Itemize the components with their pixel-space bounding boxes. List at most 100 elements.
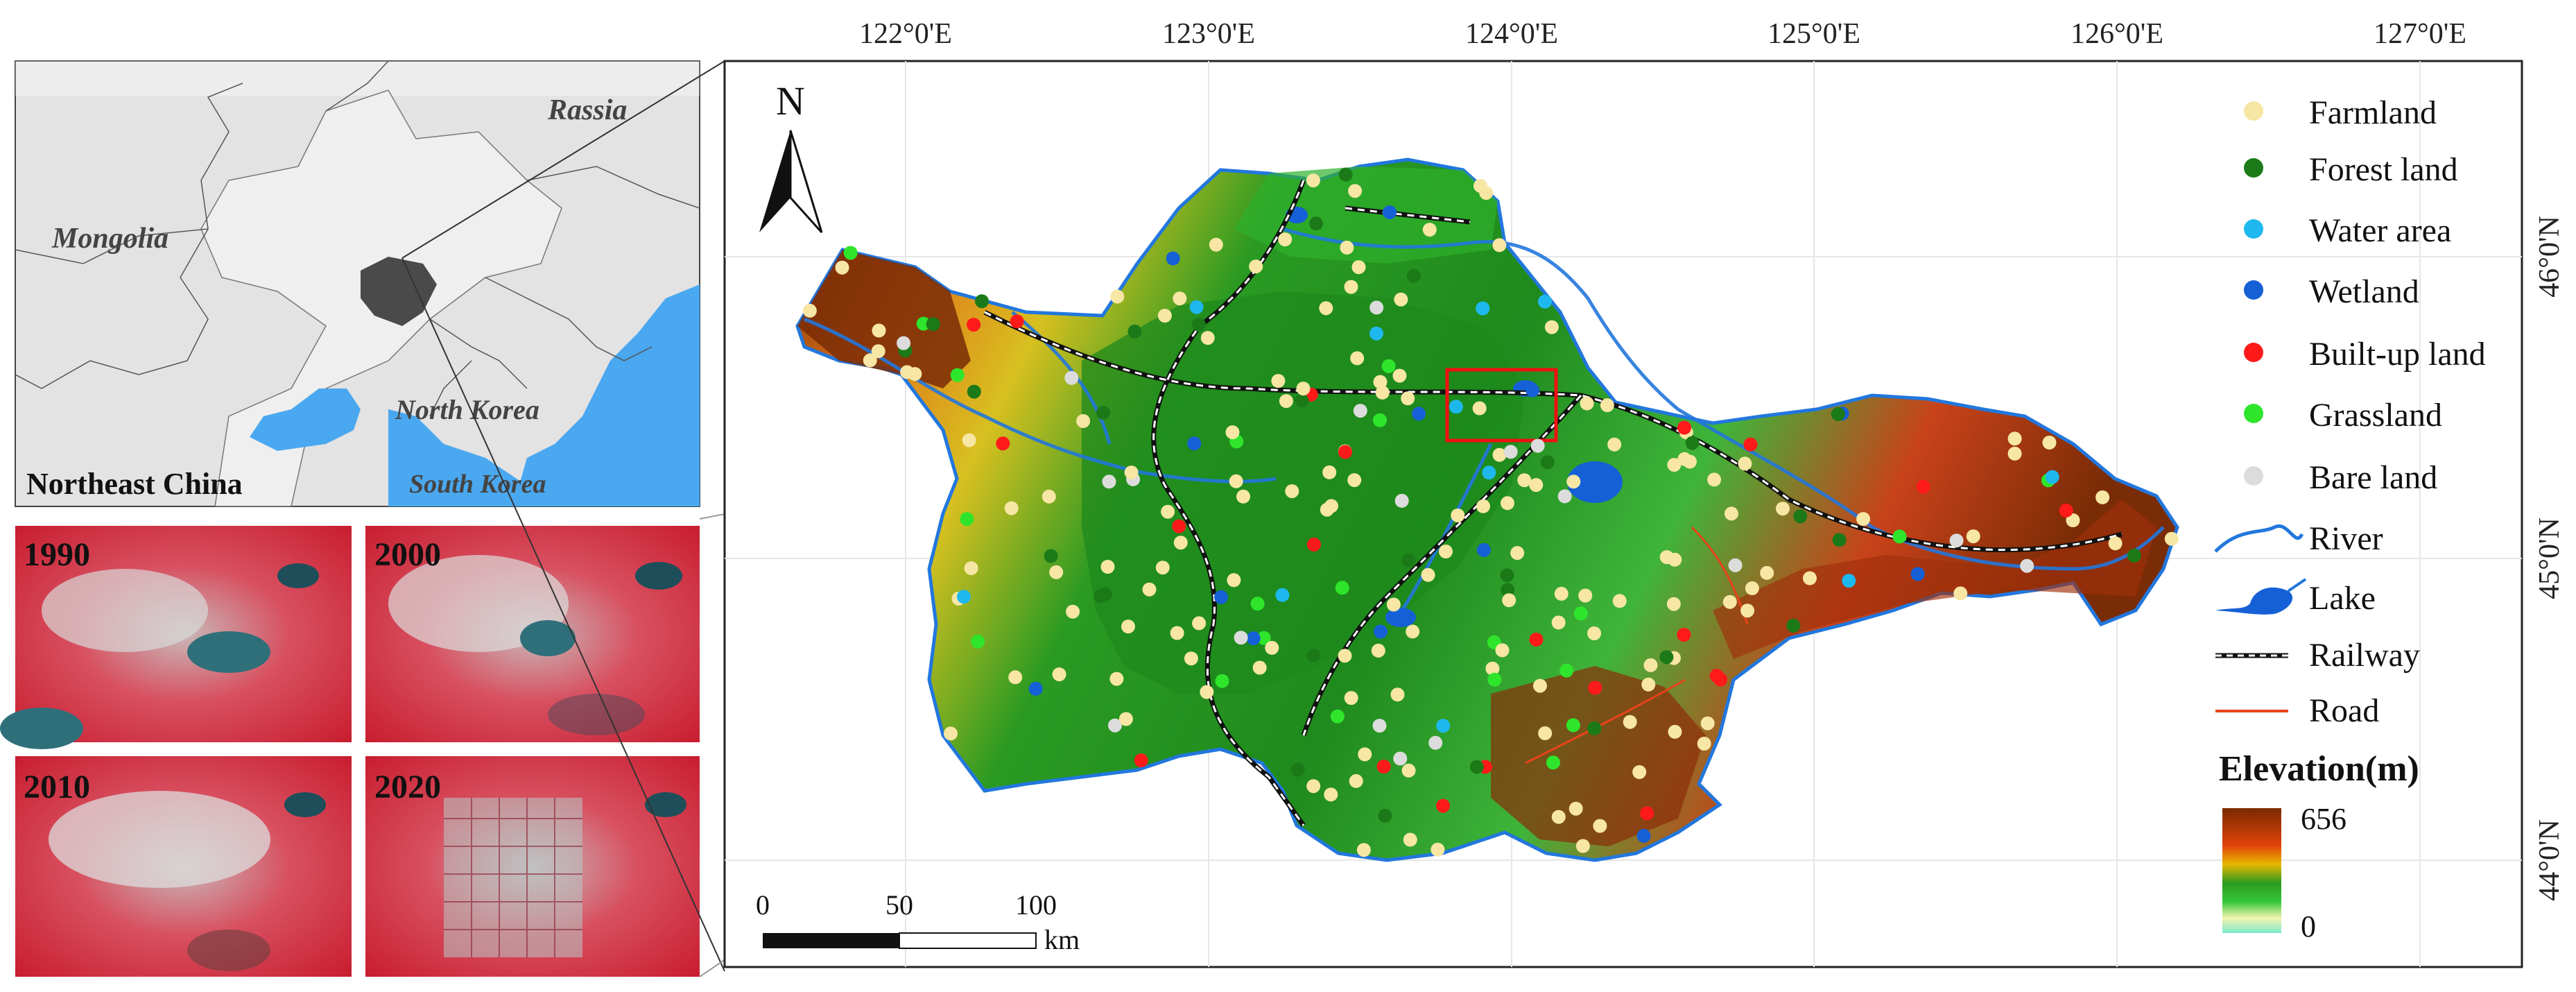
sample-point [1728,558,1743,572]
sample-point [863,353,877,368]
sample-point [1544,320,1559,334]
sample-point [1306,649,1321,662]
river-symbol [2214,524,2304,553]
sample-point [1529,633,1544,647]
sample-point [1667,458,1682,472]
sample-point [1351,260,1366,275]
sample-point [1191,318,1206,332]
legend-item-forest-land: Forest land [2244,151,2458,188]
sample-point [1109,672,1124,686]
legend-dot-bare-land [2244,466,2263,486]
sample-point [1378,809,1392,823]
sample-point [1743,437,1758,452]
sample-point [1533,678,1547,693]
sample-point [1358,747,1372,762]
sample-point [1640,806,1654,821]
panel-year-2020: 2020 [374,769,441,805]
sample-point [1279,394,1293,409]
sample-point [1401,391,1415,406]
sample-point [1587,721,1602,735]
sample-point [1525,383,1540,397]
legend-dot-wetland [2244,280,2263,300]
sample-point [1250,597,1265,611]
sample-point [843,246,858,260]
sample-point [1192,616,1207,631]
study-box [1445,368,1558,443]
sample-point [1118,712,1133,726]
sample-point [1916,479,1930,494]
sample-point [1636,828,1651,843]
sample-point [2164,531,2179,546]
legend-label-wetland: Wetland [2309,273,2419,310]
sample-point [1643,658,1658,672]
legend-label-forest-land: Forest land [2309,151,2458,188]
sample-point [1568,801,1583,816]
sample-point [1713,672,1728,687]
sample-point [1632,765,1647,779]
sample-point [1503,445,1518,459]
label-mongolia: Mongolia [51,223,168,255]
sample-point [962,433,976,447]
panel-year-2000: 2000 [374,536,441,573]
sample-point [1285,484,1299,499]
northwest-highland [797,250,971,388]
bohai-sea [250,388,361,451]
sample-point [1949,533,1964,548]
sample-point [1554,586,1568,601]
legend-dot-built-up-land [2244,343,2263,362]
sample-point [1738,456,1752,471]
legend-item-road: Road [2215,692,2379,729]
sample-point [1372,719,1387,733]
sample-point [1485,661,1500,676]
sample-point [1587,626,1602,640]
sample-point [1573,606,1588,621]
label-south-korea: South Korea [409,470,546,499]
sample-point [2007,431,2022,446]
sample-point [2108,536,2123,551]
sample-point [1338,167,1353,182]
sample-point [1161,504,1175,519]
sample-point [1476,542,1491,557]
sample-point [1157,309,1172,323]
north-arrow: N [759,78,823,234]
sample-point [1476,499,1490,513]
sample-point [1296,382,1311,396]
scale-unit: km [1044,924,1080,955]
sample-point [1745,581,1759,595]
sample-point [1338,649,1352,663]
sample-point [1229,474,1243,488]
elevation-min: 0 [2301,909,2316,943]
sample-point [1369,326,1383,341]
sample-point [1330,709,1345,724]
sample-point [1472,401,1487,416]
sample-point [1412,407,1426,421]
imagery-panel-2000: 2000 [365,526,700,742]
latitude-ticks: 46°0'N 45°0'N 44°0'N [2534,216,2566,901]
southeast-highland [1491,666,1706,846]
scale-label-50: 50 [885,889,913,921]
sample-point [1227,573,1241,588]
border-lines [15,61,700,417]
sample-point [1093,589,1108,604]
sample-point [1677,420,1691,435]
sample-point [1200,685,1214,699]
legend-label-grassland: Grassland [2309,397,2442,434]
sample-point [1049,565,1064,579]
sample-point [1492,447,1507,462]
lon-tick-123: 123°0'E [1162,18,1255,50]
sample-point [1566,718,1580,733]
legend-dot-grassland [2244,404,2263,423]
lakes [1286,207,1623,627]
sample-point [1557,489,1572,504]
sample-point [1469,760,1484,774]
sample-point [1566,474,1581,489]
sample-point [1406,624,1420,639]
imagery-panel-2010: 2010 [15,756,352,977]
sample-point [1306,779,1321,794]
sample-point [1309,216,1323,231]
sample-point [2059,503,2073,518]
imagery-panel-2020: 2020 [365,756,700,977]
sample-point [1685,436,1700,450]
sample-point [802,303,817,318]
sample-point [1369,300,1384,315]
